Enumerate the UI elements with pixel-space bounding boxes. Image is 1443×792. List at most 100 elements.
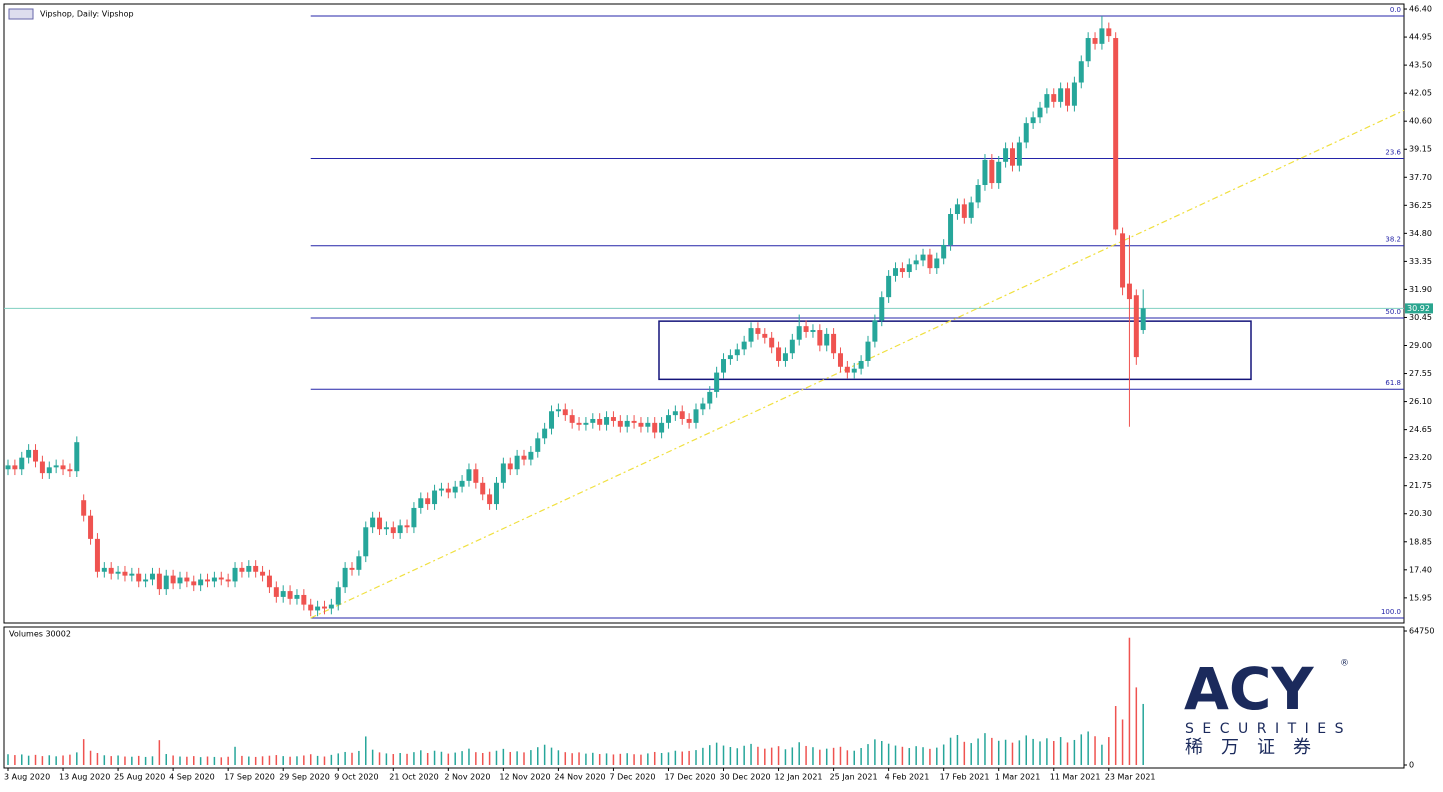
candle-body (487, 494, 493, 505)
volume-bar (1087, 731, 1089, 765)
volume-bar (420, 750, 422, 765)
candle-body (473, 469, 479, 483)
y-tick-label: 20.30 (1409, 509, 1432, 518)
candle-body (349, 567, 355, 570)
volume-bar (922, 747, 924, 765)
candle-body (1092, 38, 1098, 44)
candle-body (617, 420, 623, 427)
volume-bar (805, 745, 807, 765)
y-tick-label: 39.15 (1409, 145, 1432, 154)
volume-bar (131, 756, 133, 765)
volume-bar (764, 748, 766, 765)
volume-bar (1059, 737, 1062, 765)
candle-body (438, 488, 444, 491)
volume-bar (337, 753, 339, 765)
candle-body (459, 480, 465, 487)
candle-body (776, 347, 782, 361)
volume-bar (454, 752, 456, 765)
volume-bar (371, 749, 374, 765)
x-tick-label: 3 Aug 2020 (4, 773, 50, 782)
candle-body (88, 515, 94, 539)
volume-bar (309, 754, 312, 765)
box (658, 320, 1252, 381)
candle-body (260, 571, 266, 576)
volume-bar (612, 754, 615, 765)
candle-body (624, 420, 630, 427)
candle-body (700, 403, 706, 410)
volume-bar (27, 755, 30, 765)
volume-bar (523, 752, 525, 765)
candle-body (1009, 148, 1015, 166)
candle-body (1051, 94, 1057, 102)
candle-body (81, 500, 87, 516)
candle-body (246, 565, 252, 572)
candle-body (404, 525, 410, 528)
y-tick-label: 18.85 (1409, 537, 1432, 546)
candle-body (982, 159, 988, 186)
candle-body (301, 594, 307, 605)
last-price-label: 30.92 (1407, 304, 1430, 313)
volume-bar (640, 754, 642, 765)
volume-bar (206, 756, 209, 765)
fib-label: 61.8 (1385, 379, 1401, 387)
candle-body (218, 577, 224, 580)
y-tick-label: 33.35 (1409, 257, 1432, 266)
volume-bar (124, 756, 126, 765)
volume-bar (358, 750, 360, 765)
x-tick-label: 4 Sep 2020 (169, 773, 215, 782)
candle-body (266, 575, 272, 588)
volume-bar (874, 739, 876, 765)
candle-body (321, 606, 327, 609)
candle-body (913, 260, 919, 265)
volume-bar (991, 737, 993, 765)
candle-body (837, 353, 843, 367)
x-tick-label: 30 Dec 2020 (720, 773, 771, 782)
last-price-tag (1405, 303, 1433, 314)
candle-body (452, 486, 458, 493)
y-tick-label: 27.55 (1409, 369, 1432, 378)
volume-bar (433, 750, 436, 765)
volume-bar (82, 739, 85, 765)
volume-bar (942, 744, 945, 765)
candle-body (693, 409, 699, 423)
volume-bar (784, 749, 787, 765)
candle-body (287, 591, 293, 599)
volume-panel (3, 626, 1405, 769)
volume-bar (832, 747, 835, 765)
x-tick-label: 29 Sep 2020 (279, 773, 330, 782)
volume-bar (929, 748, 931, 765)
candle-body (528, 451, 534, 460)
volume-bar (248, 756, 250, 765)
chart-title: Vipshop, Daily: Vipshop (40, 10, 134, 19)
volume-bar (21, 754, 23, 765)
volume-bar (881, 740, 883, 765)
candle-body (211, 577, 217, 582)
volume-bar (344, 751, 346, 765)
volume-bar (227, 756, 229, 765)
candle-body (659, 422, 665, 433)
volume-bar (48, 755, 51, 765)
candle-body (542, 428, 548, 439)
volume-bar (1032, 738, 1034, 765)
candle-body (769, 337, 775, 348)
volume-bar (537, 747, 539, 765)
candle-body (996, 161, 1002, 184)
volume-bar (722, 745, 725, 765)
volume-bar (447, 753, 450, 765)
candle-body (383, 527, 389, 530)
volume-bar (715, 742, 718, 765)
candle-body (920, 254, 926, 261)
candle-body (1044, 94, 1050, 108)
candle-body (1058, 88, 1064, 102)
candle-body (961, 204, 967, 218)
candle-body (26, 449, 32, 458)
volume-bar (839, 746, 842, 765)
volume-bar (887, 743, 890, 765)
y-tick-label: 17.40 (1409, 565, 1432, 574)
candle-body (273, 587, 279, 597)
candle-body (562, 409, 568, 416)
logo-sub: SECURITIES (1185, 721, 1352, 737)
candle-body (569, 415, 575, 423)
